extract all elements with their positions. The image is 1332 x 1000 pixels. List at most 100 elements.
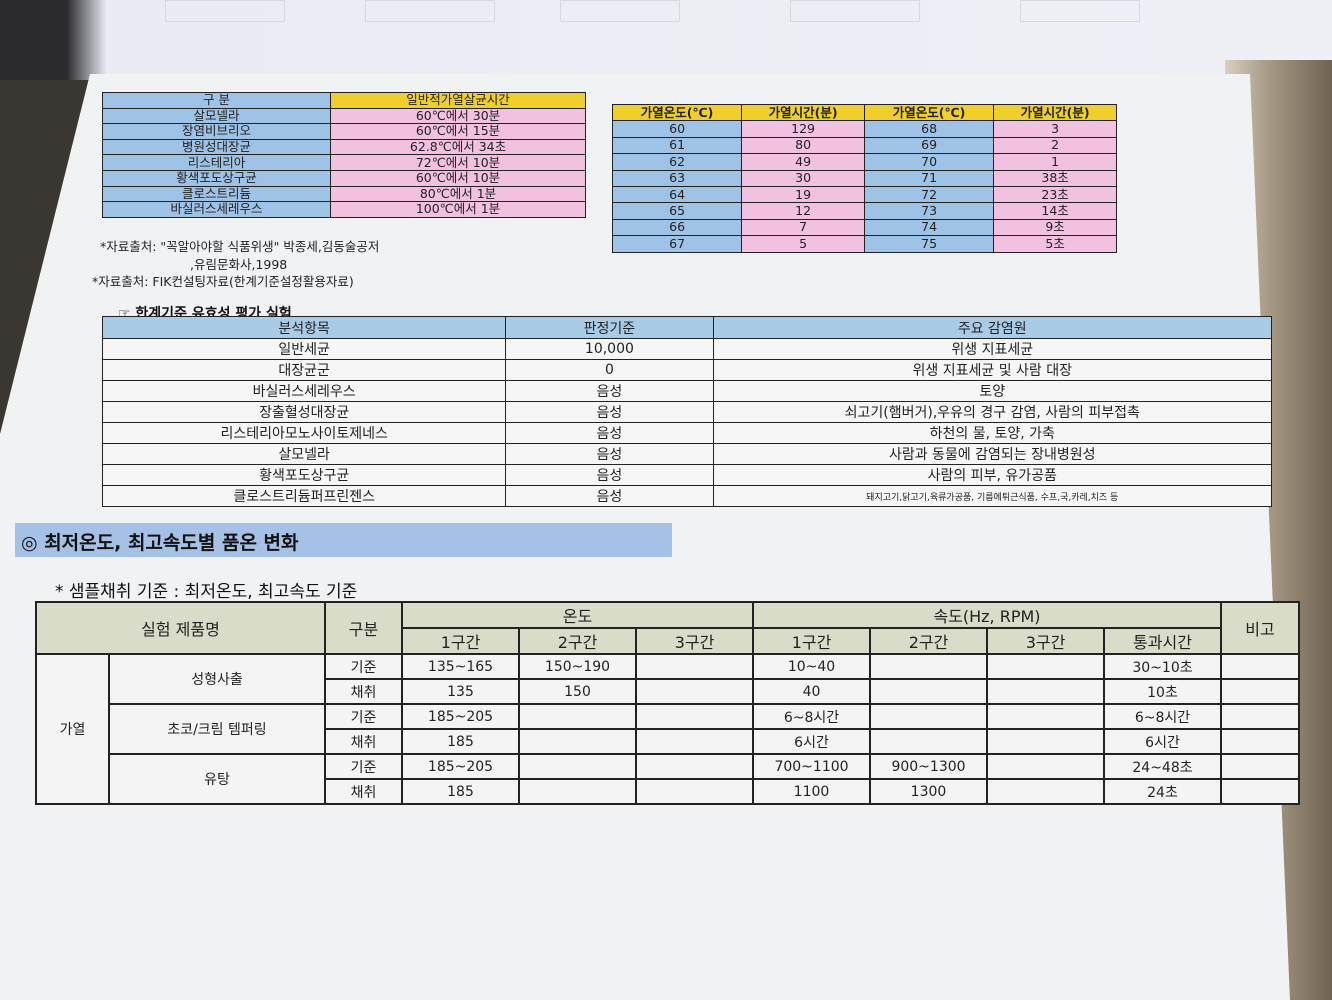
table-cell — [986, 778, 1105, 805]
source-note: *자료출처: "꼭알아야할 식품위생" 박종세,김동술공저 — [100, 239, 380, 254]
table-cell: 성형사출 — [108, 653, 326, 705]
table-row: 67 5 75 5초 — [611, 235, 1117, 253]
table-row: 병원성대장균 62.8℃에서 34초 — [102, 138, 586, 156]
table-cell: 음성 — [505, 422, 714, 444]
table-cell: 30 — [741, 169, 865, 187]
table-cell: 5초 — [993, 235, 1117, 253]
note-cell — [1220, 753, 1300, 780]
table-row: 1구간 2구간 3구간 1구간 2구간 3구간 통과시간 — [36, 627, 1299, 655]
table-row: 가열온도(℃) 가열시간(분) 가열온도(℃) 가열시간(분) — [611, 103, 1117, 122]
table-cell: 1구간 — [752, 627, 871, 655]
ghost-box — [165, 0, 285, 22]
table-cell: 가열온도(℃) — [611, 103, 743, 122]
table-cell — [869, 728, 988, 755]
table-row: 65 12 73 14초 — [611, 202, 1117, 220]
table-cell: 1300 — [869, 778, 988, 805]
table-cell: 7 — [741, 218, 865, 237]
table-cell: 2 — [993, 136, 1117, 155]
table-cell: 72 — [863, 185, 995, 204]
table-cell: 대장균군 — [101, 359, 507, 381]
table-cell — [635, 778, 754, 805]
table-cell: 19 — [741, 185, 865, 204]
table-row: 바실러스세레우스 100℃에서 1분 — [102, 201, 586, 218]
table-cell: 66 — [611, 218, 743, 237]
table-row: 66 7 74 9초 — [611, 218, 1117, 237]
table-cell: 클로스트리듐 — [102, 185, 331, 203]
heating-temp-time-table: 가열온도(℃) 가열시간(분) 가열온도(℃) 가열시간(분) 60 129 68 3 61 80… — [611, 103, 1117, 253]
table-cell — [869, 653, 988, 680]
table-cell: 황색포도상구균 — [101, 464, 507, 486]
table-cell: 2구간 — [869, 627, 988, 655]
table-cell: 리스테리아모노사이토제네스 — [101, 422, 507, 444]
table-cell: 온도 — [401, 601, 754, 629]
note-cell — [1220, 728, 1300, 755]
section-banner: ◎ 최저온도, 최고속도별 품온 변화 — [15, 523, 672, 557]
table-row: 리스테리아 72℃에서 10분 — [102, 154, 586, 171]
table-cell: 음성 — [505, 443, 714, 465]
table-row: 채취 185 6시간 6시간 — [36, 728, 1300, 755]
table-row: 장출혈성대장균 음성 쇠고기(햄버거),우유의 경구 감염, 사람의 피부접촉 — [101, 401, 1273, 423]
table-cell — [635, 728, 754, 755]
table-row: 가열 성형사출 기준 135~165 150~190 10~40 30~10초 — [35, 653, 1300, 805]
table-row: 리스테리아모노사이토제네스 음성 하천의 물, 토양, 가축 — [101, 422, 1273, 444]
ghost-box — [560, 0, 680, 22]
table-row: 분석항목 판정기준 주요 감염원 — [101, 316, 1273, 339]
table-cell — [635, 653, 754, 680]
table-cell: 61 — [611, 136, 743, 155]
table-cell: 실험 제품명 — [35, 601, 326, 655]
table-cell: 1 — [993, 153, 1117, 171]
table-cell: 10,000 — [505, 338, 714, 360]
ghost-box — [1020, 0, 1140, 22]
table-cell: 음성 — [505, 401, 714, 423]
table-cell: 분석항목 — [101, 316, 507, 339]
table-cell: 71 — [863, 169, 995, 187]
table-cell: 69 — [863, 136, 995, 155]
temperature-speed-table: 실험 제품명 구분 온도 속도(Hz, RPM) 비고 1구간 2구간 3구간 1구간 2구간 3구… — [35, 601, 1300, 805]
section-subtitle: * 샘플채취 기준 : 최저온도, 최고속도 기준 — [55, 582, 358, 602]
table-cell: 사람과 동물에 감염되는 장내병원성 — [712, 443, 1273, 465]
table-cell — [986, 653, 1105, 680]
table-cell: 3구간 — [635, 627, 754, 655]
table-cell: 채취 — [324, 778, 403, 805]
table-cell: 60℃에서 15분 — [330, 123, 586, 140]
table-cell: 68 — [863, 120, 995, 138]
background-page — [0, 0, 1332, 80]
table-cell: 74 — [863, 218, 995, 237]
table-cell — [986, 678, 1105, 705]
table-cell — [986, 703, 1105, 730]
note-cell — [1220, 778, 1300, 805]
table-cell — [986, 753, 1105, 780]
table-cell: 판정기준 — [505, 316, 714, 339]
table-row: 채취 135 150 40 10초 — [36, 678, 1300, 705]
table-cell: 리스테리아 — [102, 154, 331, 171]
table-cell — [635, 678, 754, 705]
table-cell: 185 — [401, 728, 520, 755]
heat-sterilization-table: 구 분 일반적가열살균시간 살모넬라 60℃에서 30분 장염비브리오 60℃에서 15분… — [102, 92, 586, 218]
table-cell: 음성 — [505, 464, 714, 486]
table-cell: 바실러스세레우스 — [101, 380, 507, 402]
table-cell: 150~190 — [518, 653, 637, 680]
table-cell: 구 분 — [102, 92, 331, 109]
table-cell: 9초 — [993, 218, 1117, 237]
validation-table: 분석항목 판정기준 주요 감염원 일반세균 10,000 위생 지표세균 대장균군 0 위생 지… — [101, 316, 1273, 507]
table-cell: 65 — [611, 202, 743, 220]
table-cell: 62 — [611, 153, 743, 171]
table-row: 황색포도상구균 음성 사람의 피부, 유가공품 — [101, 464, 1273, 486]
table-cell: 병원성대장균 — [102, 138, 331, 156]
ghost-box — [790, 0, 920, 22]
table-cell: 장출혈성대장균 — [101, 401, 507, 423]
table-cell: 67 — [611, 235, 743, 253]
table-cell: 60℃에서 10분 — [330, 169, 586, 187]
table-cell: 185~205 — [401, 753, 520, 780]
table-cell: 속도(Hz, RPM) — [752, 601, 1222, 629]
table-cell: 가열온도(℃) — [863, 103, 995, 122]
table-cell: 63 — [611, 169, 743, 187]
table-row: 63 30 71 38초 — [611, 169, 1117, 187]
table-cell: 5 — [741, 235, 865, 253]
table-row: 살모넬라 음성 사람과 동물에 감염되는 장내병원성 — [101, 443, 1273, 465]
table-cell: 900~1300 — [869, 753, 988, 780]
table-cell: 129 — [741, 120, 865, 138]
table-cell: 6시간 — [752, 728, 871, 755]
table-cell: 12 — [741, 202, 865, 220]
table-cell: 기준 — [324, 703, 403, 730]
